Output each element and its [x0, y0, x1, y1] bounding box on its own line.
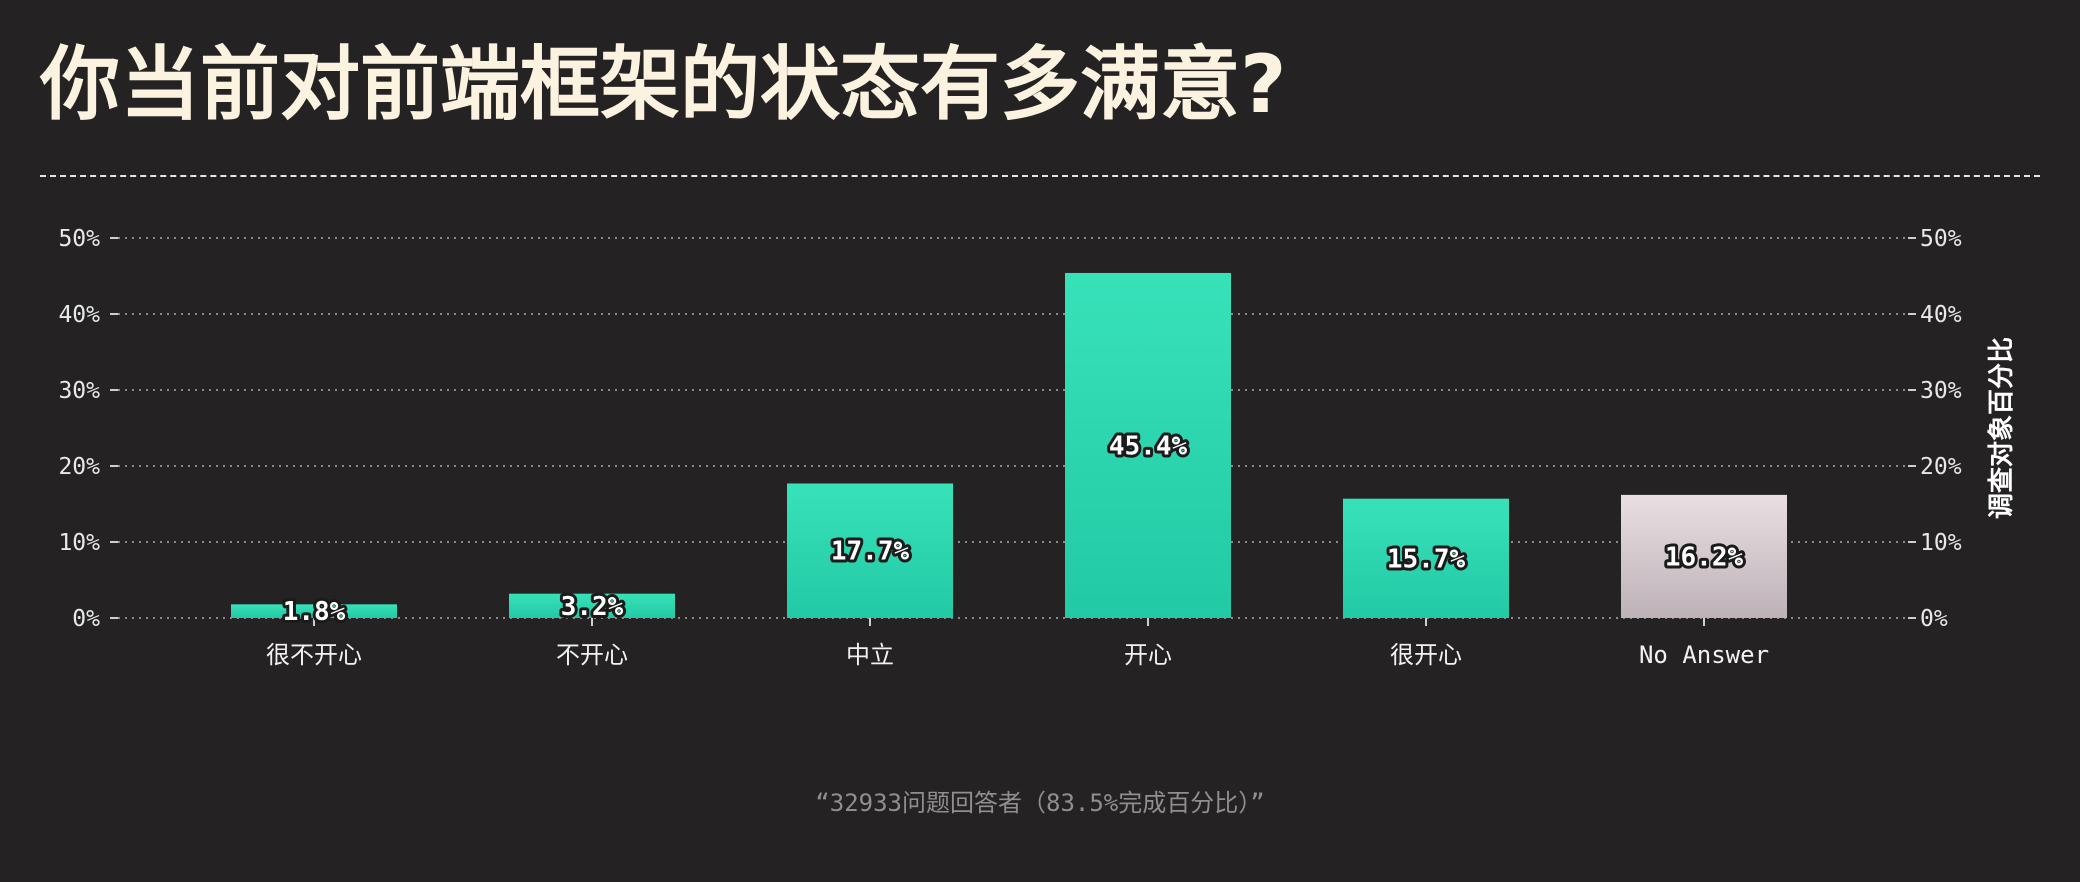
x-category-label: 很开心 [1390, 641, 1462, 669]
bar-value-label: 17.7% [831, 537, 910, 567]
bar [1343, 498, 1509, 618]
y-tick-label-right: 40% [1920, 302, 1962, 328]
bars [231, 272, 1787, 618]
x-category-label: No Answer [1639, 641, 1769, 669]
bar-no-answer [1621, 494, 1787, 618]
respondents-footnote: “32933问题回答者（83.5%完成百分比）” [815, 789, 1265, 817]
data-labels: 1.8% 3.2% 17.7% 45.4% 15.7% 16.2% [280, 428, 1747, 630]
right-y-axis: 0% 10% 20% 30% 40% 50% [1908, 226, 1962, 632]
bar-value-label: 1.8% [283, 597, 346, 627]
y-tick-label-right: 50% [1920, 226, 1962, 252]
y-tick-label-right: 10% [1920, 530, 1962, 556]
y-tick-label-right: 30% [1920, 378, 1962, 404]
bar [231, 604, 397, 618]
y-tick-label-left: 0% [72, 606, 100, 632]
bar-chart: 0% 10% 20% 30% 40% 50% 0% 10% 20% 30% 40% 50% 很不开心… [58, 226, 2017, 669]
x-category-label: 开心 [1124, 641, 1172, 669]
bar-value-label: 45.4% [1109, 431, 1188, 461]
y-axis-title: 调查对象百分比 [1986, 337, 2017, 519]
y-tick-label-left: 10% [58, 530, 100, 556]
y-tick-label-left: 30% [58, 378, 100, 404]
bar-value-label: 3.2% [561, 592, 624, 622]
bar-value-label: 15.7% [1387, 544, 1466, 574]
y-tick-label-left: 20% [58, 454, 100, 480]
bar [1065, 272, 1231, 618]
y-tick-label-right: 0% [1920, 606, 1948, 632]
y-tick-label-right: 20% [1920, 454, 1962, 480]
left-y-axis: 0% 10% 20% 30% 40% 50% [58, 226, 118, 632]
bar [509, 593, 675, 618]
x-category-label: 中立 [846, 641, 894, 669]
gridlines [118, 237, 1908, 619]
y-tick-label-left: 50% [58, 226, 100, 252]
bar-value-label: 16.2% [1665, 542, 1744, 572]
title-divider [40, 175, 2040, 177]
bar [787, 483, 953, 618]
chart-title: 你当前对前端框架的状态有多满意? [40, 38, 1287, 131]
x-axis-labels: 很不开心 不开心 中立 开心 很开心 No Answer [266, 618, 1769, 669]
x-category-label: 不开心 [556, 641, 628, 669]
y-tick-label-left: 40% [58, 302, 100, 328]
x-category-label: 很不开心 [266, 641, 362, 669]
